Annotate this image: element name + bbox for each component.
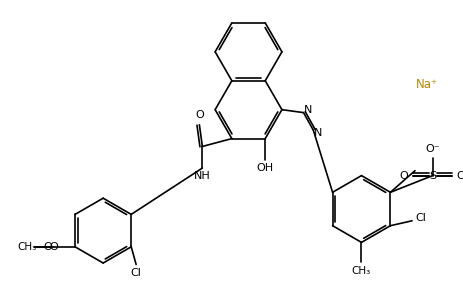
Text: O: O — [195, 110, 204, 120]
Text: O: O — [400, 170, 408, 181]
Text: NH: NH — [194, 171, 211, 181]
Text: N: N — [314, 128, 322, 138]
Text: O: O — [457, 170, 463, 181]
Text: CH₃: CH₃ — [352, 266, 371, 276]
Text: S: S — [429, 170, 436, 181]
Text: OH: OH — [257, 163, 274, 173]
Text: Cl: Cl — [131, 268, 142, 278]
Text: CH₃: CH₃ — [17, 242, 37, 252]
Text: Cl: Cl — [415, 213, 426, 223]
Text: Na⁺: Na⁺ — [416, 78, 438, 91]
Text: O: O — [49, 242, 58, 252]
Text: N: N — [304, 105, 313, 115]
Text: O⁻: O⁻ — [425, 144, 440, 154]
Text: O: O — [43, 242, 52, 252]
